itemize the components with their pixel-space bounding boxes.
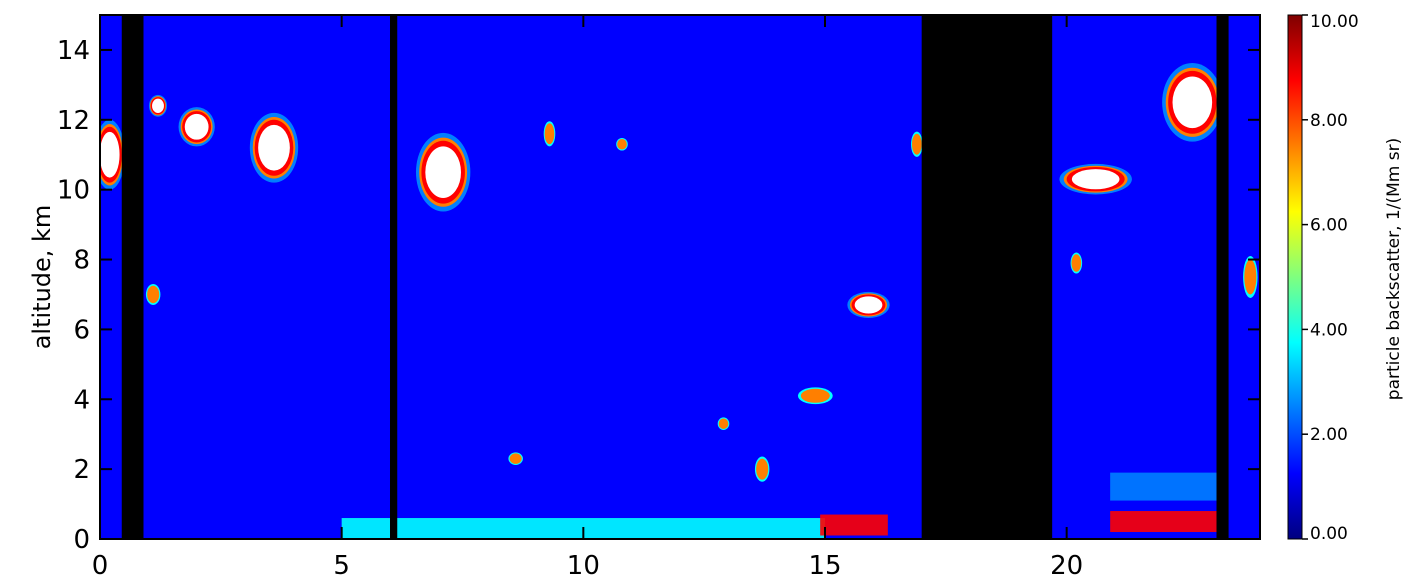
- cloud-feature: [1162, 63, 1223, 142]
- cloud-feature: [847, 291, 890, 319]
- no-data-column: [921, 15, 1053, 539]
- y-tick-label: 6: [73, 315, 90, 345]
- cloud-feature: [717, 417, 730, 431]
- y-tick-label: 10: [57, 176, 90, 206]
- no-data-column: [121, 15, 144, 539]
- boundary_layer-feature: [820, 514, 888, 536]
- colorbar-tick-label: 4.00: [1310, 320, 1348, 340]
- cloud-feature: [911, 131, 923, 157]
- x-tick-label: 0: [92, 551, 109, 581]
- y-tick-label: 0: [73, 525, 90, 555]
- cloud-feature: [1070, 252, 1083, 274]
- colorbar-tick-label: 2.00: [1310, 425, 1348, 445]
- colorbar-ticks: 0.00 2.00 4.00 6.00 8.00 10.00: [1302, 12, 1359, 544]
- colorbar-title: particle backscatter, 1/(Mm sr): [1384, 138, 1404, 400]
- x-axis: 0 5 10 15 20: [92, 15, 1083, 581]
- colorbar-tick-label: 0.00: [1310, 524, 1348, 544]
- cloud-feature: [543, 121, 556, 147]
- colorbar-scale: [1287, 14, 1303, 540]
- colorbar-tick-label: 6.00: [1310, 216, 1348, 236]
- cloud-feature: [616, 137, 628, 151]
- colorbar-tick-label: 10.00: [1310, 12, 1359, 32]
- y-tick-label: 4: [73, 385, 90, 415]
- cloud-feature: [145, 283, 161, 305]
- plot-frame: [99, 14, 1261, 540]
- cloud-feature: [1243, 256, 1258, 298]
- no-data-column: [390, 15, 398, 539]
- cloud-feature: [754, 456, 770, 482]
- y-axis: 0 2 4 6 8 10 12 14: [57, 36, 1260, 555]
- boundary_layer-feature: [1110, 472, 1217, 501]
- cloud-feature: [415, 132, 471, 212]
- heatmap-cells: [100, 15, 1258, 539]
- y-tick-label: 2: [73, 455, 90, 485]
- plot-area: [99, 14, 1261, 540]
- x-tick-label: 10: [567, 551, 600, 581]
- cloud-feature: [797, 387, 833, 405]
- boundary_layer-feature: [1110, 511, 1217, 533]
- cloud-feature: [148, 94, 168, 117]
- x-tick-label: 20: [1050, 551, 1083, 581]
- x-tick-label: 5: [333, 551, 350, 581]
- y-tick-label: 14: [57, 36, 90, 66]
- y-tick-label: 8: [73, 246, 90, 276]
- cloud-feature: [249, 112, 299, 183]
- plot-background: [100, 15, 1260, 539]
- cloud-feature: [178, 107, 215, 147]
- y-tick-label: 12: [57, 106, 90, 136]
- y-axis-title: altitude, km: [28, 205, 56, 350]
- cloud-feature: [1059, 163, 1132, 195]
- cloud-feature: [508, 452, 523, 465]
- x-tick-label: 15: [808, 551, 841, 581]
- no-data-column: [1216, 15, 1229, 539]
- cloud-feature: [100, 119, 125, 190]
- colorbar: 0.00 2.00 4.00 6.00 8.00 10.00 particle backs…: [1287, 12, 1404, 544]
- colorbar-tick-label: 8.00: [1310, 111, 1348, 131]
